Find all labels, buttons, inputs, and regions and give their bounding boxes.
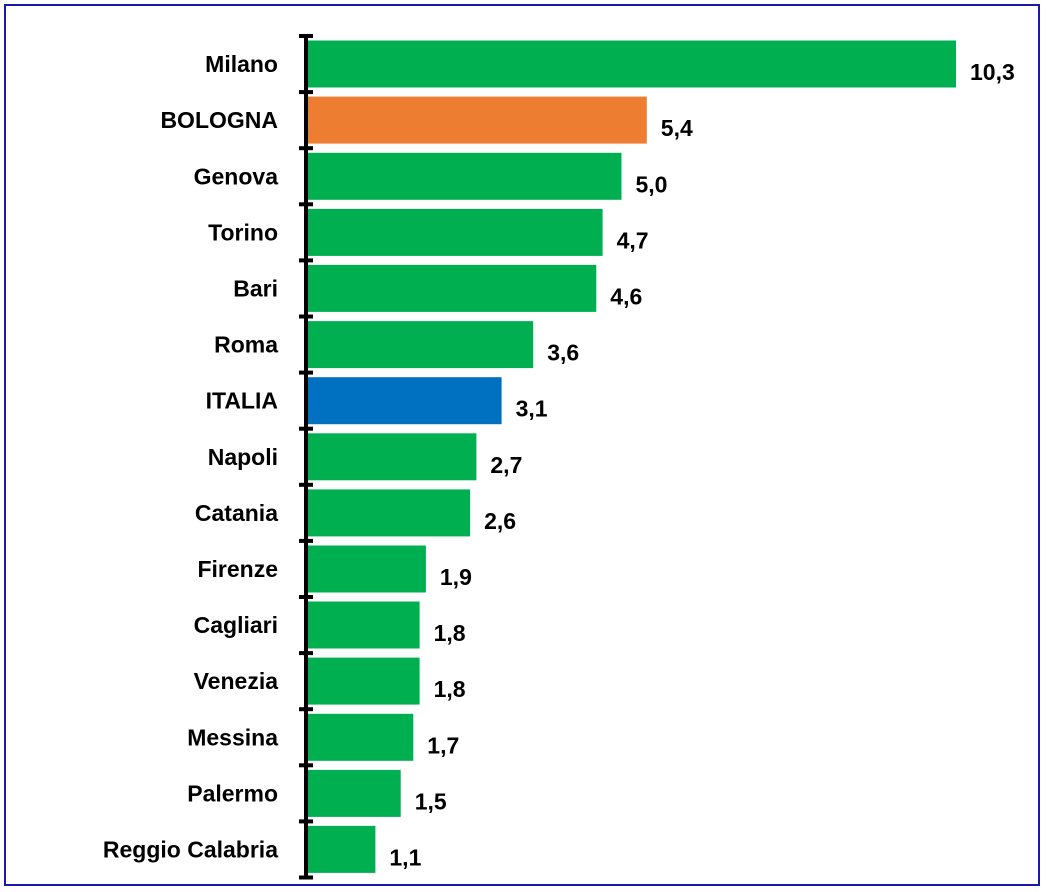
bar-chart: Milano 10,3 BOLOGNA 5,4 Genova 5,0 Torino 4,7 Ba… — [103, 34, 1015, 880]
category-label: Napoli — [208, 444, 278, 470]
bar-napoli — [306, 433, 477, 481]
bar-bologna — [306, 96, 647, 144]
bar-venezia — [306, 657, 420, 705]
bar-reggio-calabria — [306, 825, 376, 873]
value-label: 2,6 — [484, 508, 516, 534]
category-label: Bari — [233, 275, 278, 301]
category-label: Roma — [214, 332, 278, 358]
category-label: Palermo — [187, 780, 278, 806]
bar-bari — [306, 264, 597, 312]
category-label: Firenze — [197, 556, 278, 582]
value-label: 1,1 — [389, 844, 421, 870]
category-label: Genova — [194, 163, 279, 189]
value-label: 3,1 — [516, 396, 548, 422]
bar-messina — [306, 713, 414, 761]
value-label: 10,3 — [970, 59, 1015, 85]
value-label: 1,8 — [434, 620, 466, 646]
bar-palermo — [306, 769, 401, 817]
value-label: 4,7 — [617, 227, 649, 253]
category-label: Reggio Calabria — [103, 836, 278, 862]
value-label: 2,7 — [490, 452, 522, 478]
category-label: ITALIA — [206, 388, 278, 414]
value-label: 5,0 — [636, 171, 668, 197]
value-label: 3,6 — [547, 340, 579, 366]
category-label: Cagliari — [194, 612, 278, 638]
bar-genova — [306, 152, 622, 200]
category-label: Milano — [205, 51, 278, 77]
category-label: Torino — [208, 219, 278, 245]
value-label: 1,5 — [415, 788, 447, 814]
category-label: Venezia — [194, 668, 279, 694]
bar-milano — [306, 40, 956, 88]
chart-frame: Milano 10,3 BOLOGNA 5,4 Genova 5,0 Torino 4,7 Ba… — [4, 4, 1040, 886]
value-label: 1,9 — [440, 564, 472, 590]
value-label: 4,6 — [610, 283, 642, 309]
category-label: Messina — [187, 724, 278, 750]
bar-italia — [306, 377, 502, 425]
value-label: 5,4 — [661, 115, 693, 141]
bar-catania — [306, 489, 471, 537]
value-label: 1,7 — [427, 732, 459, 758]
bar-firenze — [306, 545, 426, 593]
bar-torino — [306, 208, 603, 256]
bar-roma — [306, 321, 534, 369]
value-label: 1,8 — [434, 676, 466, 702]
bar-cagliari — [306, 601, 420, 649]
category-label: BOLOGNA — [160, 107, 278, 133]
category-label: Catania — [195, 500, 278, 526]
